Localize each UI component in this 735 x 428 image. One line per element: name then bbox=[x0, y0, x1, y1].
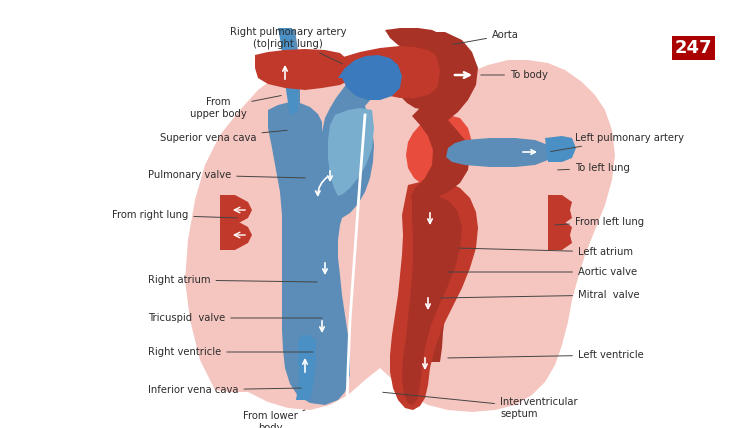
Polygon shape bbox=[410, 32, 478, 200]
Text: From left lung: From left lung bbox=[555, 217, 644, 227]
Text: From
upper body: From upper body bbox=[190, 95, 282, 119]
Polygon shape bbox=[255, 49, 354, 90]
Text: To body: To body bbox=[481, 70, 548, 80]
Polygon shape bbox=[548, 195, 572, 225]
Text: 247: 247 bbox=[675, 39, 712, 57]
Text: Aortic valve: Aortic valve bbox=[448, 267, 637, 277]
Polygon shape bbox=[446, 138, 552, 167]
Polygon shape bbox=[390, 180, 478, 410]
Polygon shape bbox=[430, 195, 475, 362]
Polygon shape bbox=[278, 30, 300, 103]
Polygon shape bbox=[220, 220, 252, 250]
Text: Mitral  valve: Mitral valve bbox=[441, 290, 639, 300]
Polygon shape bbox=[185, 58, 615, 412]
Text: Left atrium: Left atrium bbox=[459, 247, 633, 257]
Text: Tricuspid  valve: Tricuspid valve bbox=[148, 313, 322, 323]
Text: Right atrium: Right atrium bbox=[148, 275, 318, 285]
Text: From lower
body: From lower body bbox=[243, 410, 305, 428]
Polygon shape bbox=[548, 220, 572, 250]
Text: Left ventricle: Left ventricle bbox=[448, 350, 644, 360]
Polygon shape bbox=[340, 46, 445, 98]
Text: Superior vena cava: Superior vena cava bbox=[160, 130, 287, 143]
Text: Adda: Adda bbox=[615, 39, 667, 57]
Polygon shape bbox=[385, 28, 465, 110]
Polygon shape bbox=[220, 195, 252, 225]
Text: Aorta: Aorta bbox=[453, 30, 519, 45]
Polygon shape bbox=[296, 335, 316, 400]
Text: Right pulmonary artery
(to|right lung): Right pulmonary artery (to|right lung) bbox=[230, 27, 346, 64]
Polygon shape bbox=[275, 28, 298, 115]
Text: Left pulmonary artery: Left pulmonary artery bbox=[551, 133, 684, 152]
Polygon shape bbox=[338, 55, 402, 100]
Text: Pulmonary valve: Pulmonary valve bbox=[148, 170, 305, 180]
Text: From right lung: From right lung bbox=[112, 210, 237, 220]
Text: To left lung: To left lung bbox=[558, 163, 630, 173]
Polygon shape bbox=[402, 195, 462, 405]
Polygon shape bbox=[406, 115, 472, 188]
Text: Interventricular
septum: Interventricular septum bbox=[383, 392, 578, 419]
Text: Inferior vena cava: Inferior vena cava bbox=[148, 385, 301, 395]
Polygon shape bbox=[545, 136, 576, 162]
Text: Right ventricle: Right ventricle bbox=[148, 347, 313, 357]
Polygon shape bbox=[328, 108, 374, 196]
Polygon shape bbox=[268, 70, 376, 405]
